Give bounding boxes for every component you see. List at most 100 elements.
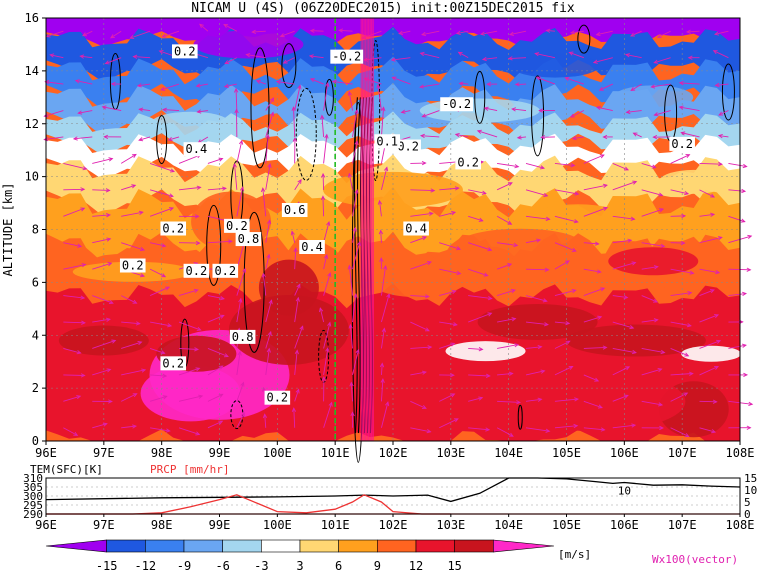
wind-vector: [138, 136, 151, 141]
wind-vector: [641, 400, 663, 406]
wind-vector-head: [683, 392, 689, 397]
wind-vector-head: [712, 50, 718, 55]
wind-vector-head: [381, 106, 386, 112]
wind-vector: [168, 136, 180, 141]
wind-vector: [265, 134, 269, 164]
wind-vector-head: [568, 365, 574, 370]
wind-vector: [323, 402, 333, 428]
wind-vector-head: [419, 51, 425, 57]
wind-vector: [565, 77, 584, 85]
wind-vector-head: [349, 381, 354, 387]
wind-vector: [323, 134, 328, 164]
wind-vector-head: [592, 59, 598, 64]
wind-vector-head: [275, 79, 281, 85]
wind-vector: [178, 427, 200, 435]
wind-vector-head: [266, 347, 271, 353]
wind-vector-head: [420, 133, 425, 139]
wind-vector-head: [599, 154, 605, 159]
wind-vector-head: [454, 132, 460, 138]
wind-vector: [321, 115, 325, 138]
wind-vector-head: [138, 137, 144, 142]
wind-vector: [508, 57, 527, 59]
shade-patch: [140, 365, 241, 422]
wind-vector: [265, 112, 274, 138]
wind-vector: [497, 400, 520, 403]
wind-vector: [350, 382, 353, 402]
wind-vector: [92, 158, 113, 164]
wind-vector-head: [625, 109, 631, 115]
contour-label: 0.8: [232, 330, 254, 344]
wind-vector: [92, 423, 107, 429]
wind-vector-head: [487, 247, 493, 252]
wind-vector: [44, 110, 64, 117]
wind-vector-head: [237, 350, 242, 356]
surface-left-tick: 310: [23, 472, 43, 485]
wind-vector-head: [196, 326, 202, 331]
wind-vector: [641, 162, 656, 169]
wind-vector-head: [681, 213, 687, 219]
y-tick-label: 14: [25, 64, 39, 78]
surface-panel: TEM(SFC)[K] PRCP [mm/hr] 290295300305310…: [23, 463, 757, 532]
wind-vector: [207, 315, 225, 323]
colorbar-end: [493, 539, 555, 553]
contour-line: [721, 63, 735, 121]
wind-vector-head: [710, 212, 716, 217]
y-tick-label: 10: [25, 170, 39, 184]
wind-vector: [569, 51, 585, 59]
wind-vector: [264, 414, 267, 428]
wind-vector-head: [544, 322, 549, 327]
wind-vector: [236, 140, 243, 164]
wind-vector: [280, 30, 295, 37]
wind-vector-head: [543, 192, 549, 197]
wind-vector-head: [161, 243, 167, 248]
wind-vector: [352, 294, 357, 323]
wind-vector-head: [516, 400, 521, 405]
wind-vector-head: [710, 193, 716, 198]
wind-vector: [377, 84, 382, 111]
wind-vector: [348, 265, 353, 296]
wind-vector: [612, 262, 636, 270]
wind-vector: [322, 173, 325, 190]
wind-vector-head: [262, 413, 268, 419]
wind-vector: [323, 82, 329, 111]
contour-label: 0.2: [266, 391, 288, 405]
wind-vector-head: [538, 108, 544, 113]
wind-vector: [379, 200, 382, 217]
contour-label-box: [212, 263, 239, 278]
wind-vector-head: [195, 83, 201, 88]
wind-vector-head: [623, 394, 629, 399]
x-tick-label: 105E: [552, 446, 581, 460]
wind-vector: [323, 347, 329, 375]
wind-vector: [121, 242, 145, 251]
wind-vector: [265, 348, 270, 375]
wind-vector-head: [158, 50, 164, 55]
wind-vector-head: [326, 220, 331, 226]
wind-vector: [265, 97, 274, 111]
contour-label-box: [229, 329, 256, 344]
wind-vector-head: [331, 79, 337, 84]
wind-vector: [525, 346, 542, 349]
wind-vector: [310, 78, 324, 85]
wind-vector: [410, 371, 427, 376]
wind-vector: [348, 91, 353, 111]
wind-vector-head: [684, 433, 690, 437]
wind-vector-head: [456, 270, 462, 276]
wind-vector-head: [167, 323, 173, 328]
colorbar-label: -3: [254, 559, 268, 573]
wind-vector: [178, 154, 201, 164]
wind-vector-head: [568, 51, 574, 56]
wind-vector-head: [74, 79, 80, 84]
wind-vector-head: [110, 34, 115, 39]
wind-vector-head: [44, 80, 50, 85]
wind-vector-head: [194, 214, 200, 219]
wind-vector: [525, 370, 545, 376]
wind-vector-head: [106, 368, 112, 373]
y-tick-label: 16: [25, 11, 39, 25]
wind-vector: [420, 52, 440, 59]
wind-vector-head: [101, 105, 107, 110]
wind-vector-head: [132, 393, 138, 398]
wind-vector-head: [77, 110, 83, 115]
wind-vector-head: [261, 386, 267, 392]
wind-vector: [196, 83, 209, 87]
wind-vector-head: [270, 111, 275, 117]
